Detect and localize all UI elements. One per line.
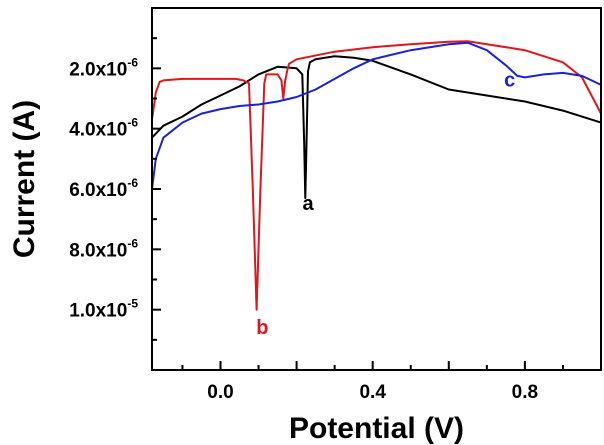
series-line-a xyxy=(151,55,602,200)
y-tick-label: 6.0x10-6 xyxy=(69,176,138,201)
y-tick-label: 2.0x10-6 xyxy=(69,55,138,80)
y-tick-label: 4.0x10-6 xyxy=(69,116,138,141)
y-axis-title: Current (A) xyxy=(8,100,41,258)
series-line-b xyxy=(151,40,602,311)
series-label-b: b xyxy=(256,317,268,339)
y-tick-label: 1.0x10-5 xyxy=(69,297,138,322)
x-tick-label: 0.0 xyxy=(207,382,233,403)
x-axis-title: Potential (V) xyxy=(289,412,464,445)
series-label-a: a xyxy=(302,193,314,215)
x-tick-label: 0.8 xyxy=(512,382,538,403)
y-tick-label: 8.0x10-6 xyxy=(69,236,138,261)
x-tick-label: 0.4 xyxy=(359,382,386,403)
series-line-c xyxy=(151,41,602,190)
series-label-c: c xyxy=(504,69,515,91)
